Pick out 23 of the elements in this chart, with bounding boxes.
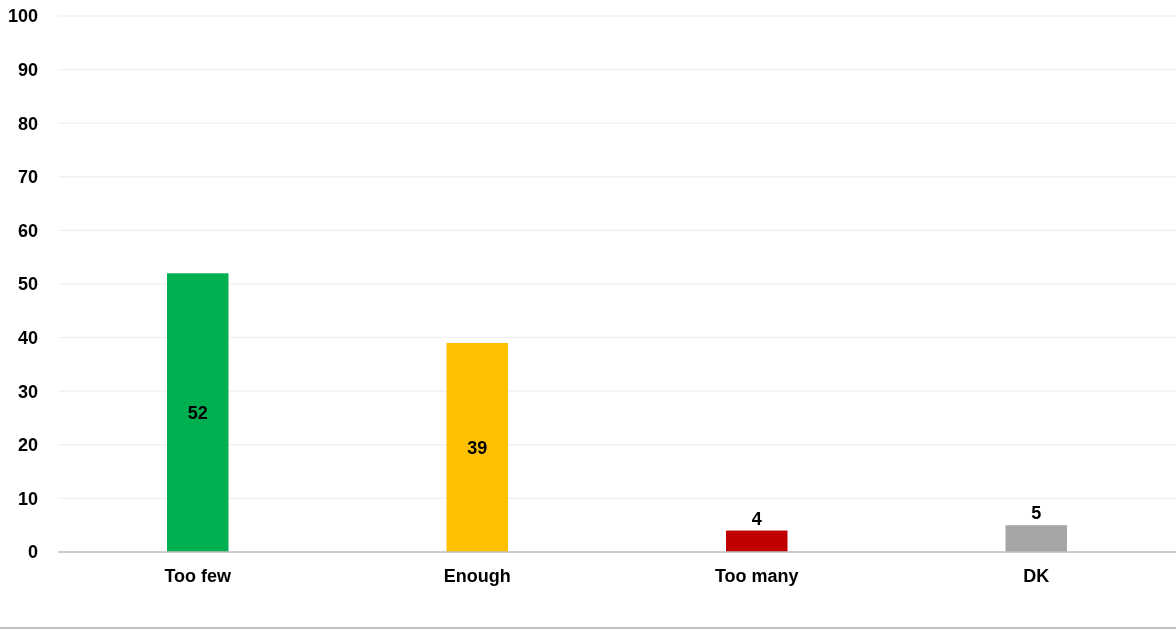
y-tick-label: 100 xyxy=(7,6,38,27)
y-tick-label: 60 xyxy=(17,220,38,241)
x-tick-label: Enough xyxy=(443,566,511,586)
x-tick-label: Too few xyxy=(164,566,233,586)
x-tick-label: Too many xyxy=(714,566,799,586)
y-tick-label: 90 xyxy=(17,59,38,80)
data-label: 39 xyxy=(467,437,488,458)
y-tick-label: 40 xyxy=(17,327,38,348)
y-tick-label: 20 xyxy=(17,435,38,456)
bar xyxy=(167,273,229,552)
bar xyxy=(1005,525,1067,552)
y-tick-label: 30 xyxy=(17,381,38,402)
data-label: 52 xyxy=(187,402,208,423)
x-tick-label: DK xyxy=(1023,566,1050,586)
bar xyxy=(726,530,788,552)
y-tick-label: 70 xyxy=(17,167,38,188)
data-label: 4 xyxy=(751,508,762,529)
y-tick-label: 10 xyxy=(17,488,38,509)
bar xyxy=(446,342,508,552)
y-tick-label: 0 xyxy=(27,542,38,563)
data-label: 5 xyxy=(1031,503,1042,524)
y-tick-label: 80 xyxy=(17,113,38,134)
y-tick-label: 50 xyxy=(17,274,38,295)
